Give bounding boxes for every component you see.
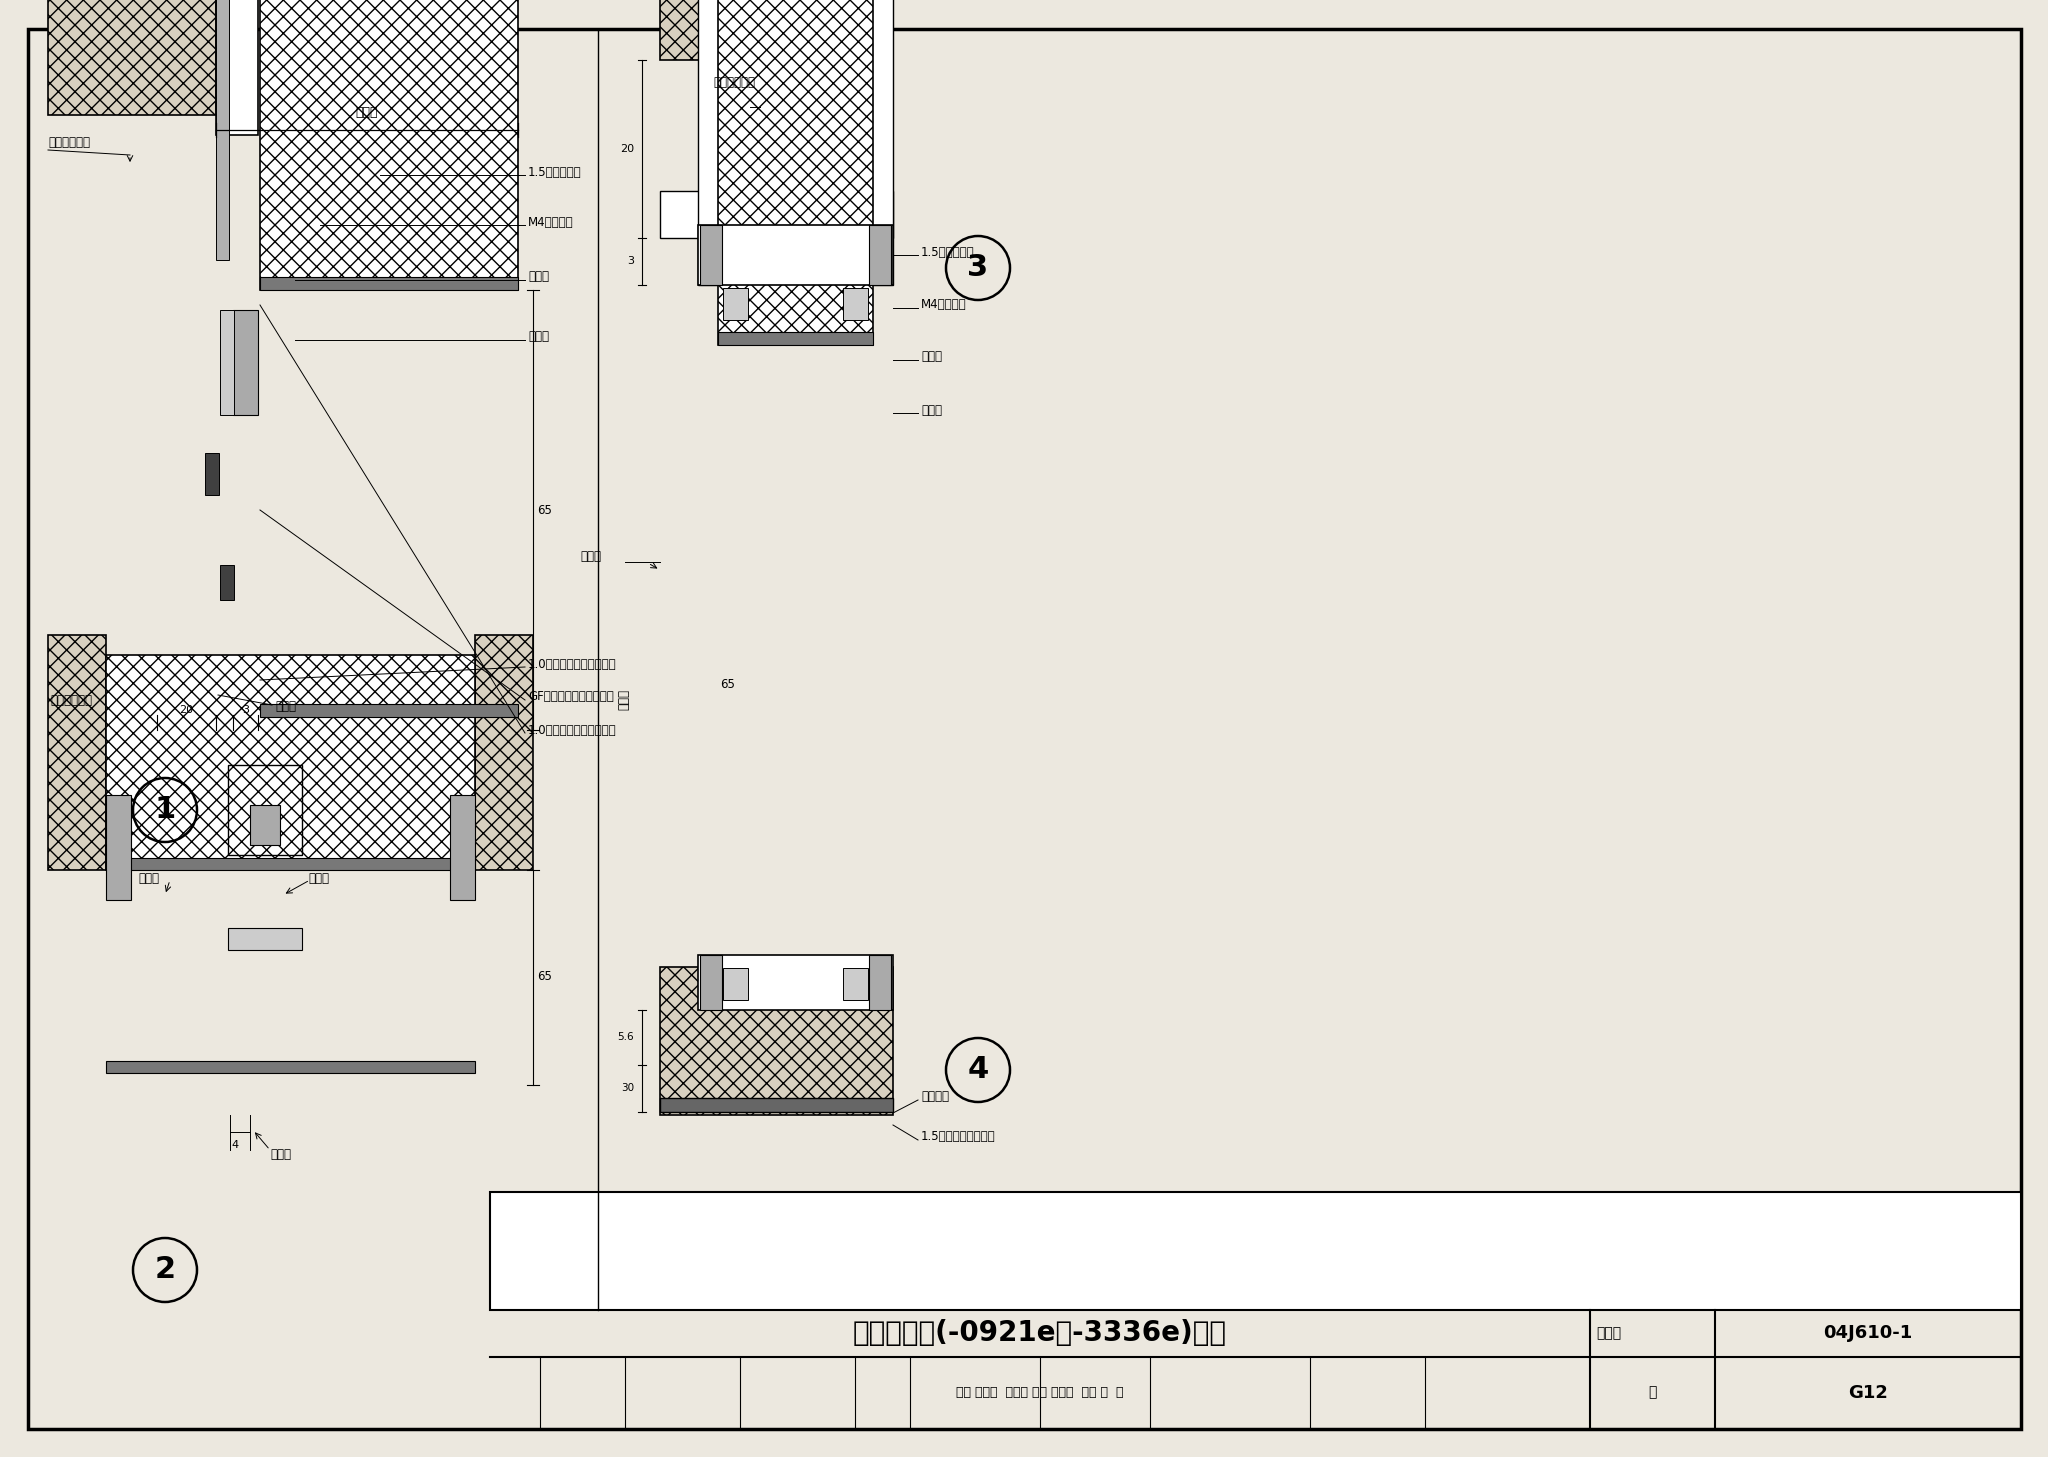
- Bar: [659, 0, 893, 60]
- Bar: [215, 0, 229, 259]
- Text: 1.5厚不锈钢毛丝面板: 1.5厚不锈钢毛丝面板: [922, 1131, 995, 1144]
- Text: 04J610-1: 04J610-1: [1823, 1324, 1913, 1342]
- Bar: [260, 277, 518, 290]
- Text: 65: 65: [537, 504, 551, 516]
- Text: M4自攻螺丝: M4自攻螺丝: [528, 216, 573, 229]
- Text: 防火条: 防火条: [270, 1148, 291, 1161]
- Bar: [659, 967, 893, 1115]
- Text: 密封条: 密封条: [528, 271, 549, 284]
- Text: G12: G12: [1847, 1384, 1888, 1402]
- Text: 密封条: 密封条: [922, 351, 942, 363]
- Bar: [844, 967, 868, 1000]
- Text: 3: 3: [242, 705, 250, 715]
- Bar: [227, 765, 301, 855]
- Bar: [719, 332, 872, 345]
- Text: 图集号: 图集号: [1595, 1326, 1622, 1340]
- Bar: [844, 288, 868, 321]
- Text: 内填多孔材料: 内填多孔材料: [49, 694, 92, 707]
- Bar: [723, 967, 748, 1000]
- Text: 1.5厚镀锌钢板: 1.5厚镀锌钢板: [528, 166, 582, 179]
- Text: 3: 3: [967, 254, 989, 283]
- Bar: [723, 288, 748, 321]
- Bar: [106, 1061, 475, 1072]
- Text: 1.5厚镀锌钢板: 1.5厚镀锌钢板: [922, 245, 975, 258]
- Bar: [260, 704, 518, 717]
- Text: 门框板: 门框板: [618, 689, 631, 711]
- Bar: [106, 796, 131, 900]
- Bar: [659, 191, 893, 237]
- Bar: [698, 0, 723, 286]
- Bar: [868, 224, 891, 286]
- Text: 1: 1: [154, 796, 176, 825]
- Bar: [260, 0, 518, 290]
- Bar: [719, 983, 872, 997]
- Text: 审核 王祖光  王朔光 校对 李正囧  设计 洪  森: 审核 王祖光 王朔光 校对 李正囧 设计 洪 森: [956, 1386, 1124, 1399]
- Bar: [227, 928, 301, 950]
- Bar: [868, 0, 893, 286]
- Bar: [698, 954, 893, 1010]
- Text: 防火条: 防火条: [274, 701, 297, 714]
- Text: 2: 2: [154, 1256, 176, 1285]
- Text: 1.0厚镀锌钢板或软包材料: 1.0厚镀锌钢板或软包材料: [528, 724, 616, 736]
- Bar: [233, 310, 258, 415]
- Bar: [659, 1099, 893, 1112]
- Bar: [475, 635, 532, 870]
- Bar: [47, 635, 106, 870]
- Text: 防火棉: 防火棉: [528, 331, 549, 344]
- Bar: [215, 0, 258, 136]
- Text: 20: 20: [178, 705, 193, 715]
- Bar: [698, 224, 893, 286]
- Text: 1.0厚镀锌钢板或软包材料: 1.0厚镀锌钢板或软包材料: [528, 657, 616, 670]
- Text: 65: 65: [537, 970, 551, 983]
- Bar: [250, 806, 281, 845]
- Text: 防火隔声门(-0921e～-3336e)详图: 防火隔声门(-0921e～-3336e)详图: [854, 1320, 1227, 1348]
- Text: 5.6: 5.6: [616, 1032, 635, 1042]
- Text: 预埋膨胀螺栓: 预埋膨胀螺栓: [47, 137, 90, 150]
- Text: 防火条: 防火条: [580, 551, 600, 564]
- Text: 页: 页: [1649, 1386, 1657, 1400]
- Bar: [700, 224, 723, 286]
- Text: M4自攻螺丝: M4自攻螺丝: [922, 299, 967, 312]
- Text: 4: 4: [231, 1139, 238, 1150]
- Text: 盖缝板: 盖缝板: [307, 871, 330, 884]
- Text: GF防火板或项目设计确定: GF防火板或项目设计确定: [528, 691, 614, 704]
- Text: 防火棉: 防火棉: [137, 871, 160, 884]
- Text: 预埋膨胀螺栓: 预埋膨胀螺栓: [713, 77, 756, 89]
- Bar: [106, 858, 475, 870]
- Bar: [205, 453, 219, 495]
- Text: 30: 30: [621, 1083, 635, 1093]
- Text: 4: 4: [967, 1055, 989, 1084]
- Bar: [868, 954, 891, 1010]
- Bar: [451, 796, 475, 900]
- Bar: [106, 656, 475, 870]
- Bar: [700, 954, 723, 1010]
- Bar: [719, 0, 872, 345]
- Text: 防火棉: 防火棉: [922, 404, 942, 417]
- Bar: [489, 1192, 2021, 1310]
- Text: 20: 20: [621, 144, 635, 154]
- Bar: [219, 565, 233, 600]
- Text: 3: 3: [627, 256, 635, 267]
- Text: 65: 65: [721, 679, 735, 692]
- Bar: [219, 310, 233, 415]
- Bar: [47, 0, 215, 115]
- Text: 门洞宽: 门洞宽: [356, 105, 379, 118]
- Text: 室内标高: 室内标高: [922, 1090, 948, 1103]
